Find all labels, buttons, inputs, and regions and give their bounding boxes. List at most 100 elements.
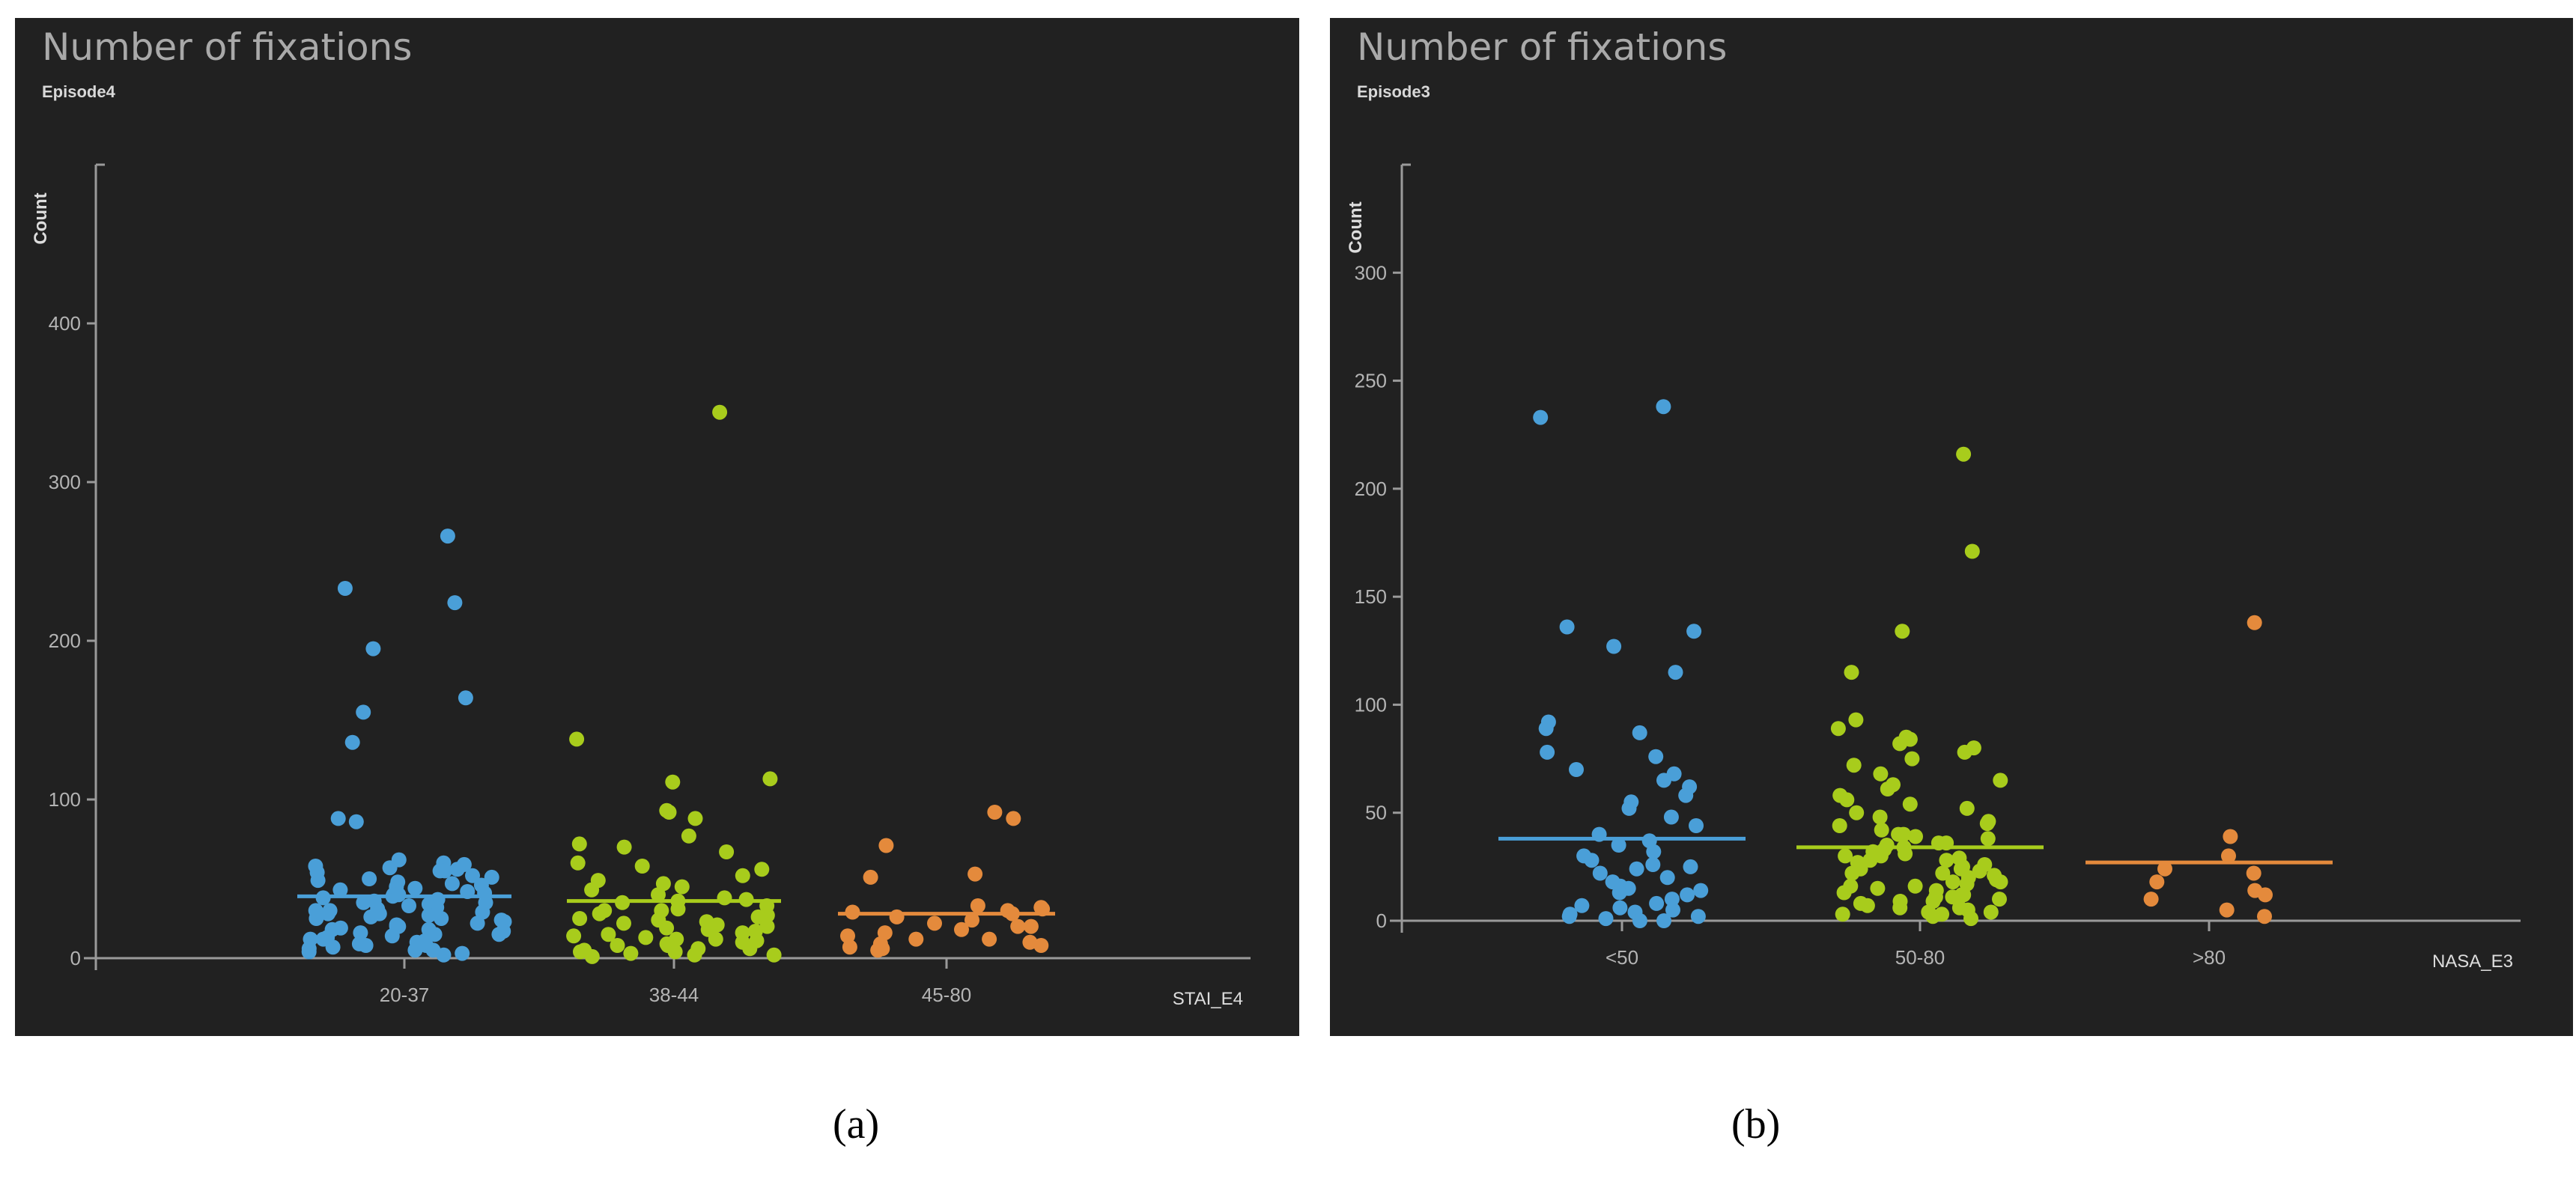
data-point: [842, 939, 857, 955]
data-point: [754, 862, 770, 877]
data-point: [1939, 853, 1954, 868]
data-point: [1611, 838, 1626, 853]
data-point: [1873, 766, 1889, 782]
data-point: [1896, 826, 1912, 842]
data-point: [2143, 892, 2159, 907]
data-point: [1972, 863, 1987, 879]
data-point: [478, 895, 493, 910]
data-point: [356, 895, 371, 910]
data-point: [337, 581, 353, 596]
data-point: [840, 928, 855, 944]
y-tick-label: 200: [49, 630, 81, 652]
data-point: [719, 844, 735, 859]
data-point: [310, 873, 326, 889]
data-point: [1957, 744, 1972, 760]
data-point: [2157, 861, 2172, 877]
data-point: [766, 947, 782, 963]
data-point: [321, 906, 336, 921]
chart-subtitle: Episode4: [42, 82, 115, 101]
data-point: [1689, 818, 1704, 833]
data-point: [458, 690, 473, 706]
data-point: [1646, 844, 1662, 859]
data-point: [1844, 865, 1860, 881]
data-point: [1830, 721, 1846, 737]
chart-title: Number of fixations: [42, 25, 413, 69]
data-point: [1993, 874, 2008, 890]
x-tick-label: <50: [1606, 946, 1638, 969]
data-point: [1569, 762, 1584, 777]
data-point: [2149, 874, 2165, 890]
data-point: [1832, 818, 1847, 833]
data-point: [927, 916, 942, 931]
data-point: [1606, 639, 1622, 654]
data-point: [1006, 811, 1021, 826]
data-point: [651, 887, 666, 903]
data-point: [610, 938, 625, 953]
data-point: [573, 944, 588, 960]
y-tick-label: 150: [1355, 585, 1387, 608]
y-tick-label: 50: [1365, 802, 1387, 824]
data-point: [358, 938, 374, 953]
data-point: [735, 925, 750, 941]
data-point: [447, 595, 463, 611]
data-point: [667, 944, 683, 960]
data-point: [1839, 792, 1855, 808]
data-point: [365, 641, 381, 656]
data-point: [572, 911, 588, 926]
data-point: [407, 942, 423, 958]
data-point: [623, 945, 639, 961]
data-point: [1632, 725, 1647, 740]
chart-subtitle: Episode3: [1357, 82, 1430, 101]
data-point: [455, 945, 470, 961]
data-point: [1963, 911, 1978, 927]
data-point: [908, 931, 924, 947]
data-point: [1872, 809, 1888, 825]
data-point: [674, 879, 690, 895]
data-point: [1836, 885, 1852, 901]
data-point: [717, 890, 732, 906]
data-point: [407, 880, 423, 896]
data-point: [638, 930, 654, 945]
data-point: [1656, 913, 1671, 928]
data-point: [1870, 880, 1886, 896]
data-point: [1835, 907, 1850, 922]
data-point: [2221, 848, 2236, 864]
data-point: [687, 811, 703, 826]
data-point: [712, 404, 728, 420]
data-point: [1664, 892, 1680, 907]
data-point: [1956, 887, 1972, 903]
data-point: [987, 805, 1003, 820]
chart-panel-b: Number of fixations Episode3 0 50 100 150 20…: [1330, 18, 2573, 1036]
data-point: [484, 869, 499, 885]
data-point: [330, 811, 346, 826]
data-point: [1980, 831, 1996, 847]
data-point: [1838, 848, 1853, 864]
data-point: [1621, 800, 1637, 816]
data-point: [965, 913, 979, 928]
data-point: [1945, 874, 1960, 890]
data-point: [1612, 900, 1628, 916]
data-point: [1895, 624, 1910, 639]
data-point: [1908, 829, 1923, 844]
data-point: [332, 882, 348, 898]
data-point: [742, 941, 758, 957]
data-point: [735, 868, 750, 883]
data-point: [2258, 887, 2273, 903]
data-point: [1540, 744, 1555, 760]
data-point: [566, 928, 582, 944]
data-point: [2246, 865, 2261, 881]
data-point: [1611, 885, 1627, 901]
data-point: [1561, 909, 1577, 924]
data-point: [344, 734, 360, 750]
data-point: [1629, 861, 1644, 877]
chart-panel-a: Number of fixations Episode4 0 100 200 300 4…: [15, 18, 1299, 1036]
data-point: [1849, 805, 1865, 820]
data-point: [425, 942, 441, 958]
data-point: [601, 927, 616, 942]
data-point: [1983, 904, 1999, 920]
y-tick-label: 300: [49, 471, 81, 493]
data-point: [1880, 782, 1895, 796]
data-point: [1632, 913, 1647, 928]
y-tick-label: 0: [70, 947, 81, 969]
data-point: [1992, 892, 2007, 907]
